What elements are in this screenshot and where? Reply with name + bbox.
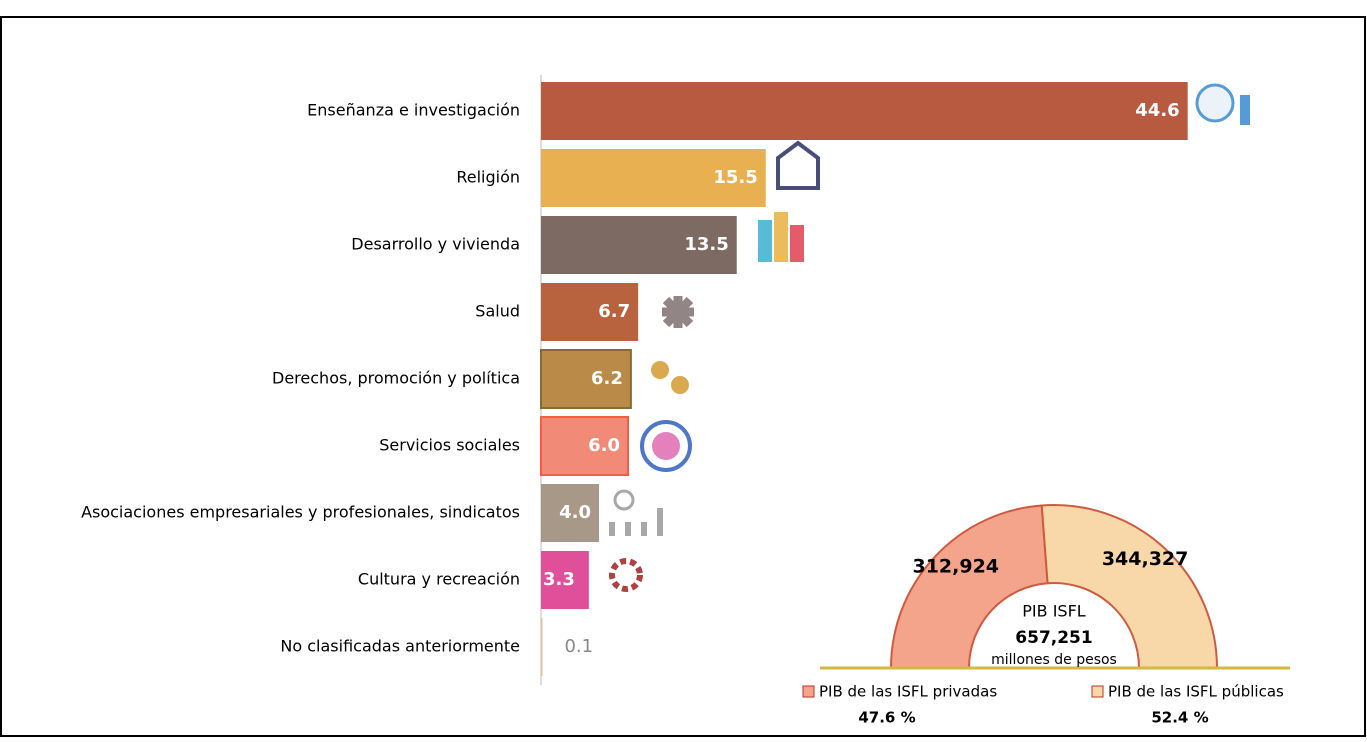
category-label: Religión <box>456 168 520 187</box>
bar <box>541 618 543 676</box>
category-label: No clasificadas anteriormente <box>280 637 520 656</box>
icon-building <box>758 220 772 262</box>
legend-label: PIB de las ISFL privadas <box>819 683 997 701</box>
donut-segment <box>889 504 1049 669</box>
value-label: 13.5 <box>684 234 728 255</box>
bar <box>541 82 1188 140</box>
legend-swatch <box>802 685 815 698</box>
value-label: 312,924 <box>912 555 999 577</box>
bar <box>541 216 737 274</box>
value-label: 3.3 <box>543 569 575 590</box>
category-label: Asociaciones empresariales y profesional… <box>81 503 520 522</box>
value-label: 15.5 <box>713 167 757 188</box>
category-label: Salud <box>475 302 520 321</box>
value-label: 44.6 <box>1135 100 1179 121</box>
icon-people <box>671 376 689 394</box>
icon-building <box>790 225 804 262</box>
category-label: Enseñanza e investigación <box>307 101 520 120</box>
icon-science <box>1195 83 1235 123</box>
icon-social <box>652 432 680 460</box>
legend-label: PIB de las ISFL públicas <box>1108 683 1284 701</box>
center-value: 657,251 <box>1015 628 1092 648</box>
value-label: 6.2 <box>591 368 623 389</box>
value-label: 6.0 <box>588 435 620 456</box>
legend-swatch <box>1091 685 1104 698</box>
value-label: 344,327 <box>1102 548 1189 570</box>
bar <box>541 484 599 542</box>
value-label: 0.1 <box>564 636 593 657</box>
category-label: Servicios sociales <box>379 436 520 455</box>
category-label: Derechos, promoción y política <box>272 369 520 388</box>
bar <box>540 349 632 409</box>
icon-people <box>651 361 669 379</box>
icon-church <box>776 140 820 190</box>
bar <box>541 551 589 609</box>
icon-building <box>774 212 788 262</box>
value-label: 6.7 <box>598 301 630 322</box>
category-label: Cultura y recreación <box>358 570 520 589</box>
donut-segment <box>1040 504 1219 669</box>
share-label: 47.6 % <box>858 709 915 727</box>
bar <box>541 149 766 207</box>
icon-assoc <box>613 489 635 511</box>
frame <box>0 16 1366 737</box>
value-label: 4.0 <box>559 502 591 523</box>
bar <box>540 416 629 476</box>
icon-science <box>1240 95 1250 125</box>
icon-culture <box>609 558 643 592</box>
icon-assoc <box>609 508 663 536</box>
center-title: PIB ISFL <box>1022 602 1086 621</box>
icon-health <box>662 296 694 328</box>
center-unit: millones de pesos <box>991 652 1117 668</box>
icons <box>609 83 1250 592</box>
share-label: 52.4 % <box>1151 709 1208 727</box>
bar <box>541 283 639 341</box>
category-label: Desarrollo y vivienda <box>351 235 520 254</box>
